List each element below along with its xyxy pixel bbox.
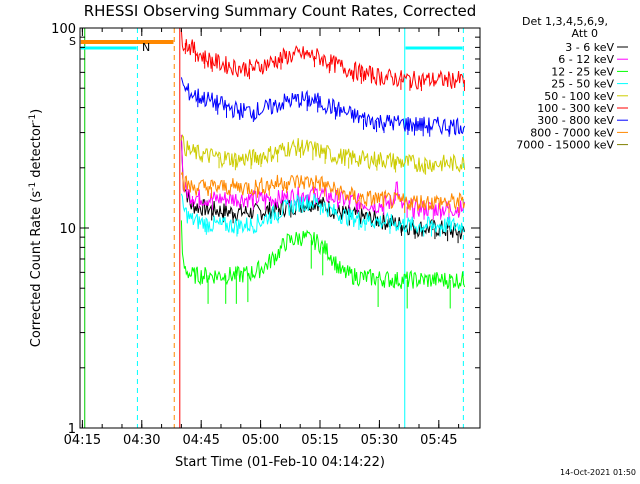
y-axis-label-end: ) [29, 109, 44, 114]
x-tick-label-1: 04:30 [123, 433, 160, 448]
y-tick-label-1: 10 [59, 222, 76, 237]
annotation-label-s: S [69, 35, 76, 48]
x-axis-label: Start Time (01-Feb-10 04:14:22) [175, 455, 385, 470]
x-tick-label-2: 04:45 [182, 433, 219, 448]
legend-label-3: 25 - 50 keV [551, 78, 614, 91]
series-line-7 [180, 171, 466, 211]
series-line-4 [180, 134, 466, 175]
x-tick-label-6: 05:45 [420, 433, 457, 448]
series-group [180, 30, 466, 309]
y-tick-label-0: 100 [51, 22, 76, 37]
timestamp: 14-Oct-2021 01:50 [560, 468, 636, 477]
legend-header-line2: Att 0 [572, 27, 598, 40]
y-axis-label-sup1: -1 [28, 182, 38, 191]
x-tick-label-4: 05:15 [301, 433, 338, 448]
y-axis-label-mid: detector [29, 122, 44, 182]
ticks-group: 04:15 04:30 04:45 05:00 05:15 05:30 05:45 100 10… [51, 22, 480, 448]
legend-label-7: 800 - 7000 keV [530, 126, 614, 139]
y-axis-label: Corrected Count Rate (s-1 detector-1) [28, 109, 44, 347]
series-line-5 [180, 30, 465, 90]
y-axis-label-main: Corrected Count Rate (s [29, 191, 44, 348]
legend-label-0: 3 - 6 keV [565, 41, 614, 54]
legend-label-2: 12 - 25 keV [551, 65, 614, 78]
series-line-2 [180, 220, 466, 289]
legend-header-line1: Det 1,3,4,5,6,9, [522, 15, 608, 28]
annotation-label-n: N [142, 41, 150, 54]
legend-label-1: 6 - 12 keV [558, 53, 614, 66]
legend-label-4: 50 - 100 keV [544, 90, 614, 103]
legend-label-6: 300 - 800 keV [537, 114, 614, 127]
y-axis-label-sup2: -1 [28, 114, 38, 123]
x-tick-label-0: 04:15 [64, 433, 101, 448]
chart-title: RHESSI Observing Summary Count Rates, Co… [84, 2, 477, 20]
x-tick-label-5: 05:30 [361, 433, 398, 448]
legend-label-5: 100 - 300 keV [537, 102, 614, 115]
legend-label-8: 7000 - 15000 keV [516, 139, 614, 152]
y-tick-label-2: 1 [68, 422, 76, 437]
series-line-6 [180, 77, 466, 136]
x-tick-label-3: 05:00 [242, 433, 279, 448]
series-line-3 [180, 193, 465, 235]
